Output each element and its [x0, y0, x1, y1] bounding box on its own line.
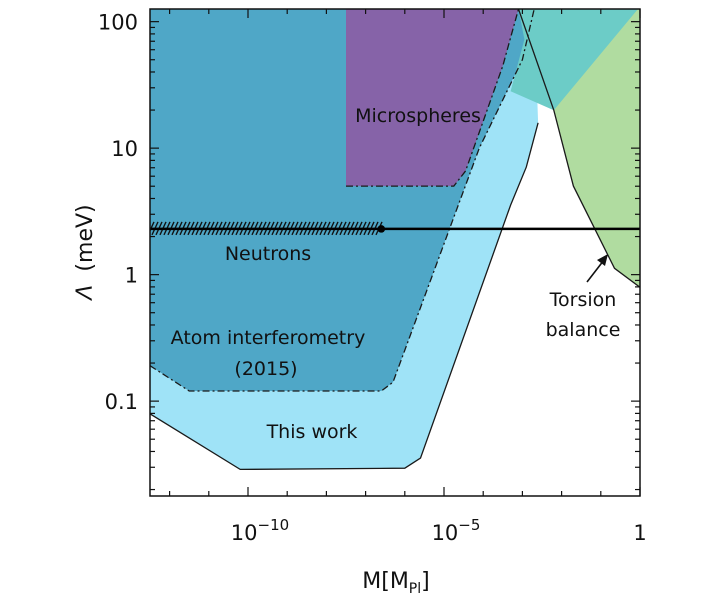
region-overlap [510, 9, 638, 111]
x-axis-title-close: ] [421, 569, 430, 594]
atom-interferometry-label-line2: (2015) [234, 358, 297, 380]
x-axis-title-sub: Pl [409, 581, 421, 597]
torsion-balance-label-line2: balance [546, 319, 621, 341]
plot-frame [149, 8, 641, 497]
y-axis-unit: (meV) [73, 204, 98, 271]
region-microspheres [346, 9, 519, 187]
regions-group [150, 9, 640, 471]
y-tick-label: 0.1 [105, 390, 138, 414]
y-axis-title: Λ (meV) [73, 204, 98, 301]
x-tick-label: 10−10 [231, 516, 289, 545]
y-tick-label: 1 [125, 264, 138, 288]
this-work-label: This work [266, 421, 358, 443]
y-tick-label: 100 [98, 11, 138, 35]
microspheres-boundary [346, 9, 520, 187]
x-tick-label: 1 [633, 521, 646, 545]
torsion-balance-boundary [517, 9, 640, 288]
svg-text:Λ (meV): Λ (meV) [73, 204, 98, 301]
torsion-balance-label-line1: Torsion [549, 289, 617, 311]
neutron-hatch-mark [150, 221, 151, 224]
lines-group [150, 221, 640, 236]
neutron-marker [377, 225, 386, 233]
atom-interferometry-boundary [150, 9, 535, 392]
ticks-group: 0.1 1 10 100 10−10 10−5 1 [98, 9, 647, 545]
y-axis-symbol: Λ [73, 285, 98, 302]
x-axis-title-main: M[M [362, 569, 409, 594]
y-tick-label: 10 [111, 137, 138, 161]
x-tick-label: 10−5 [432, 516, 481, 545]
neutrons-label: Neutrons [225, 243, 311, 265]
microspheres-label: Microspheres [355, 105, 481, 127]
torsion-arrow [586, 254, 608, 283]
x-axis-title: M[MPl] [362, 569, 429, 597]
this-work-boundary [150, 122, 539, 471]
atom-interferometry-label-line1: Atom interferometry [171, 327, 366, 349]
